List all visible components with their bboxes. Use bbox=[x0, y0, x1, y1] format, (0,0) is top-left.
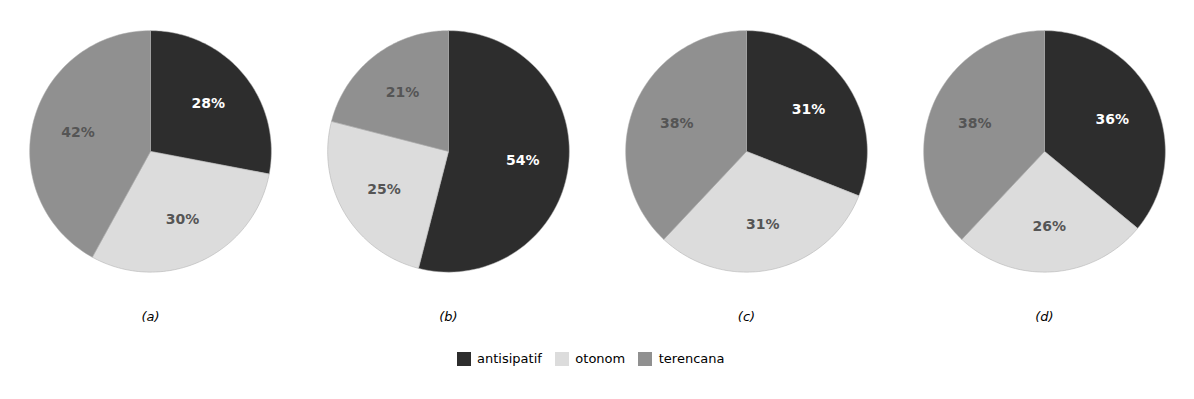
svg-text:31%: 31% bbox=[792, 101, 826, 117]
svg-text:(d): (d) bbox=[1035, 309, 1053, 324]
svg-text:30%: 30% bbox=[166, 211, 200, 227]
html-text:terencana: terencana bbox=[658, 351, 725, 366]
svg-text:36%: 36% bbox=[1096, 111, 1130, 127]
svg-text:42%: 42% bbox=[61, 124, 95, 140]
html-text:antisipatif: antisipatif bbox=[477, 351, 542, 366]
svg-text:31%: 31% bbox=[746, 216, 780, 232]
svg-text:26%: 26% bbox=[1032, 218, 1066, 234]
svg-text:21%: 21% bbox=[386, 84, 420, 100]
html-text:otonom: otonom bbox=[575, 351, 626, 366]
svg-text:28%: 28% bbox=[191, 95, 225, 111]
svg-text:38%: 38% bbox=[660, 115, 694, 131]
svg-text:(b): (b) bbox=[439, 309, 457, 324]
svg-text:(c): (c) bbox=[738, 309, 755, 324]
svg-text:(a): (a) bbox=[141, 309, 159, 324]
svg-text:54%: 54% bbox=[506, 152, 540, 168]
svg-text:25%: 25% bbox=[367, 181, 401, 197]
svg-text:38%: 38% bbox=[958, 115, 992, 131]
